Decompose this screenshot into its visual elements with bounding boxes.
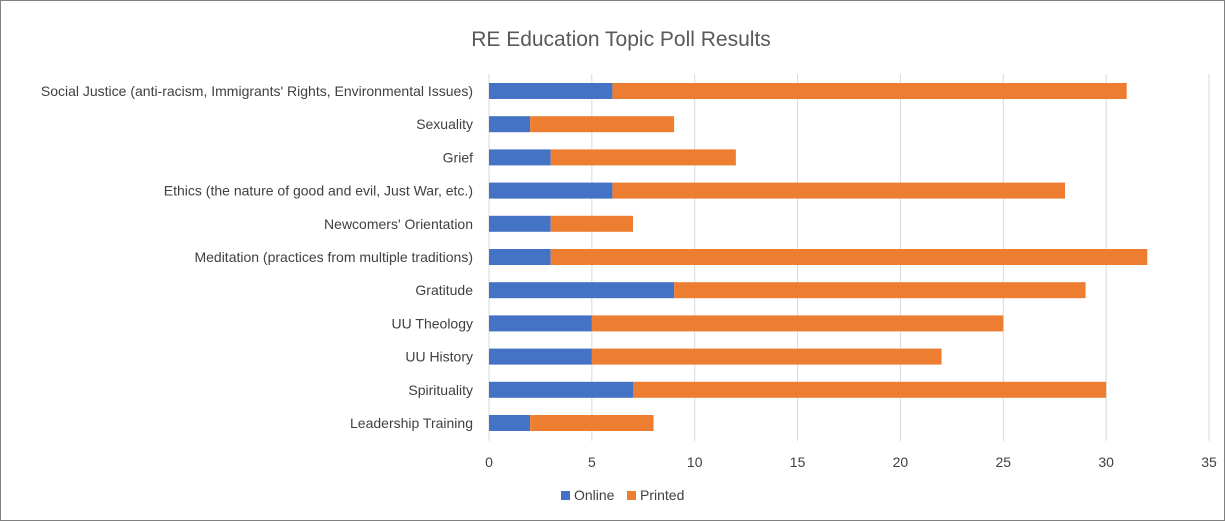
category-label: Meditation (practices from multiple trad… (194, 249, 473, 265)
bar-printed-10 (530, 415, 654, 431)
bar-printed-9 (633, 381, 1107, 398)
bar-online-8 (489, 348, 592, 365)
bar-online-4 (489, 215, 551, 232)
category-label: Sexuality (416, 116, 473, 132)
bar-printed-7 (591, 315, 1004, 332)
bar-online-2 (489, 149, 551, 166)
x-tick-label: 0 (485, 454, 493, 470)
category-label: Ethics (the nature of good and evil, Jus… (164, 183, 473, 199)
x-tick-label: 20 (893, 454, 909, 470)
category-label: Newcomers' Orientation (324, 216, 473, 232)
bar-printed-4 (550, 215, 633, 232)
x-tick-label: 10 (687, 454, 703, 470)
category-label: UU History (405, 349, 473, 365)
x-tick-label: 5 (588, 454, 596, 470)
category-label: Spirituality (408, 382, 473, 398)
category-label: UU Theology (392, 315, 473, 331)
bar-online-0 (489, 83, 613, 99)
bar-printed-2 (550, 149, 736, 166)
bar-printed-3 (612, 182, 1065, 199)
bar-online-6 (489, 282, 675, 299)
category-label: Leadership Training (350, 415, 473, 431)
bar-online-7 (489, 315, 592, 332)
bar-printed-0 (612, 83, 1127, 99)
x-tick-label: 15 (790, 454, 806, 470)
legend-swatch-printed (627, 491, 636, 500)
bar-printed-5 (550, 249, 1148, 265)
x-tick-label: 25 (995, 454, 1011, 470)
chart-title: RE Education Topic Poll Results (471, 28, 771, 51)
legend-label-online: Online (574, 487, 615, 503)
bar-online-10 (489, 415, 531, 431)
legend-label-printed: Printed (640, 487, 684, 503)
bar-online-5 (489, 249, 551, 265)
x-tick-label: 35 (1201, 454, 1217, 470)
legend-swatch-online (561, 491, 570, 500)
bar-printed-1 (530, 116, 675, 133)
bar-printed-8 (591, 348, 942, 365)
bar-printed-6 (674, 282, 1086, 299)
bar-online-1 (489, 116, 531, 133)
bar-online-9 (489, 381, 633, 398)
bars (489, 83, 1148, 431)
category-labels: Social Justice (anti-racism, Immigrants'… (41, 83, 473, 431)
category-label: Social Justice (anti-racism, Immigrants'… (41, 83, 473, 99)
x-axis-tick-labels: 0 5 10 15 20 25 30 35 (485, 454, 1217, 470)
legend: Online Printed (561, 487, 684, 503)
bar-online-3 (489, 182, 613, 199)
x-tick-label: 30 (1098, 454, 1114, 470)
category-label: Gratitude (415, 282, 473, 298)
category-label: Grief (443, 149, 473, 165)
